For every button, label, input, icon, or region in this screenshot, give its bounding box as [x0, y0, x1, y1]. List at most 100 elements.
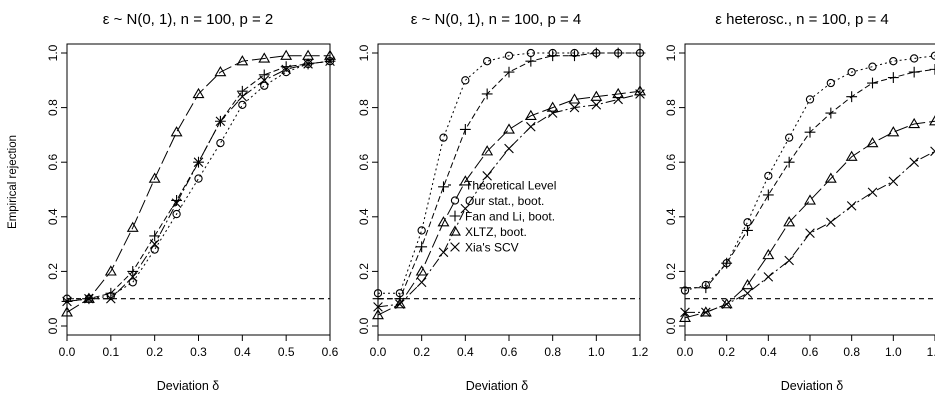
series-triangle — [61, 49, 336, 317]
series-plus — [679, 63, 935, 294]
panel-1-title: ε ~ N(0, 1), n = 100, p = 2 — [103, 11, 274, 28]
series-line — [685, 150, 935, 313]
data-point-plus — [416, 241, 428, 253]
data-point-plus — [503, 66, 515, 78]
data-point-cross — [826, 217, 836, 228]
panel-1: ε ~ N(0, 1), n = 100, p = 2 Empirical re… — [7, 11, 339, 393]
data-point-cross — [930, 146, 935, 157]
series-line — [66, 55, 330, 313]
y-tick-label: 0.2 — [46, 263, 60, 280]
data-point-plus — [825, 107, 837, 119]
data-point-plus — [438, 181, 449, 193]
data-point-triangle — [866, 136, 879, 148]
data-point-cross — [504, 143, 514, 154]
series-line — [685, 68, 935, 289]
data-point-triangle — [741, 278, 754, 290]
y-tick-label: 0.2 — [664, 263, 678, 280]
data-point-plus — [171, 195, 182, 206]
data-point-circle — [868, 62, 877, 71]
data-point-circle — [194, 174, 203, 183]
data-point-cross — [591, 100, 602, 110]
x-tick-label: 0.8 — [544, 345, 561, 359]
data-point-triangle — [280, 49, 293, 60]
data-point-cross — [613, 94, 623, 105]
data-point-triangle — [61, 306, 73, 317]
series-line — [684, 55, 935, 291]
data-point-cross — [149, 239, 160, 249]
x-tick-label: 0.8 — [843, 345, 860, 359]
x-tick-label: 1.0 — [885, 345, 902, 359]
data-point-circle — [260, 81, 269, 90]
data-point-cross — [805, 228, 815, 238]
series-cross — [373, 89, 645, 312]
x-tick-label: 0.0 — [370, 345, 387, 359]
data-point-cross — [106, 293, 116, 304]
x-tick-label: 0.1 — [102, 345, 119, 359]
x-tick-label: 0.2 — [413, 345, 430, 359]
series-line — [378, 52, 640, 300]
data-point-cross — [460, 203, 471, 214]
data-point-triangle — [393, 298, 406, 309]
legend-entry: Our stat., boot. — [450, 194, 544, 208]
data-point-plus — [804, 126, 816, 138]
data-point-plus — [236, 85, 248, 97]
x-tick-label: 1.2 — [632, 345, 649, 359]
data-point-cross — [784, 255, 794, 266]
data-point-triangle — [546, 101, 559, 112]
panel-3: ε heterosc., n = 100, p = 4 Deviation δ … — [664, 11, 935, 393]
data-point-circle — [461, 76, 470, 85]
y-tick-label: 0.6 — [664, 154, 678, 171]
y-tick-label: 1.0 — [46, 44, 60, 61]
data-point-triangle — [568, 93, 581, 104]
data-point-cross — [281, 64, 291, 75]
data-point-triangle — [126, 221, 139, 232]
panel-3-x-axis-label: Deviation δ — [781, 379, 844, 393]
plot-frame — [684, 43, 935, 336]
data-point-cross — [569, 102, 580, 113]
legend-label: Our stat., boot. — [465, 194, 544, 208]
data-point-circle — [805, 95, 815, 104]
x-tick-label: 0.2 — [146, 345, 163, 359]
data-point-plus — [700, 282, 712, 294]
data-point-plus — [258, 69, 270, 81]
data-point-plus — [929, 63, 935, 75]
data-point-circle — [150, 245, 159, 254]
data-point-cross — [867, 187, 878, 198]
x-tick-label: 0.4 — [457, 345, 474, 359]
data-point-cross — [171, 198, 182, 208]
legend-label: Xia's SCV — [465, 241, 519, 255]
panel-2: ε ~ N(0, 1), n = 100, p = 4 Deviation δ … — [357, 11, 649, 393]
data-point-circle — [785, 133, 794, 142]
data-point-cross — [721, 299, 732, 309]
panel-2-title: ε ~ N(0, 1), n = 100, p = 4 — [411, 11, 582, 28]
y-tick-label: 0.8 — [664, 99, 678, 116]
data-point-plus — [783, 156, 795, 168]
data-point-triangle — [372, 308, 384, 320]
series-triangle — [679, 115, 935, 322]
panel-2-x-axis-label: Deviation δ — [466, 379, 529, 393]
data-point-cross — [416, 277, 427, 288]
y-tick-label: 0.4 — [46, 208, 60, 225]
data-point-plus — [742, 225, 753, 236]
data-point-circle — [483, 57, 492, 66]
data-point-cross — [127, 272, 138, 282]
data-point-cross — [742, 288, 753, 299]
data-point-plus — [867, 77, 878, 89]
data-point-circle — [238, 100, 247, 110]
x-tick-label: 1.2 — [927, 345, 935, 359]
data-point-cross — [909, 157, 919, 167]
data-point-cross — [482, 171, 492, 181]
x-tick-label: 0.3 — [190, 345, 207, 359]
y-tick-label: 0.0 — [46, 317, 60, 334]
series-cross — [680, 146, 935, 318]
data-point-triangle — [148, 172, 161, 183]
data-point-triangle — [192, 87, 205, 99]
data-point-triangle — [762, 248, 775, 260]
x-tick-label: 0.4 — [760, 345, 777, 359]
plot-frame — [66, 43, 331, 336]
x-tick-label: 0.6 — [802, 345, 819, 359]
data-point-triangle — [783, 216, 796, 227]
data-point-triangle — [804, 194, 816, 205]
data-point-plus — [105, 287, 117, 299]
